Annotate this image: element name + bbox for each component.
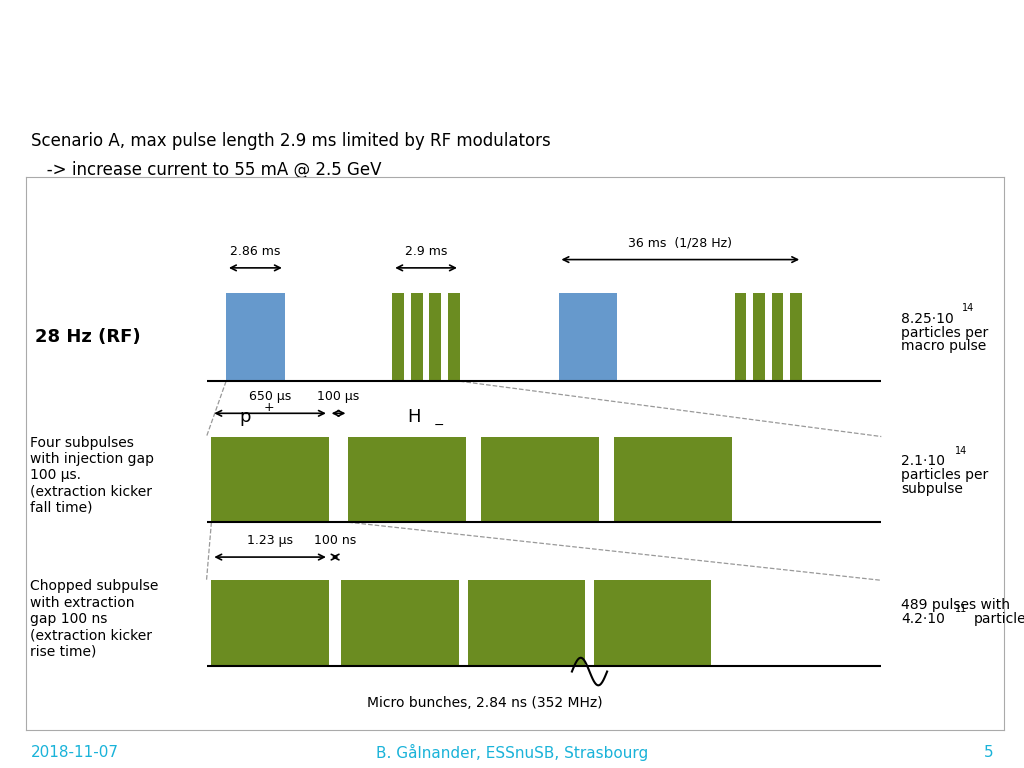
Bar <box>481 436 599 522</box>
Text: 14: 14 <box>962 303 974 313</box>
Bar <box>211 436 329 522</box>
Text: 2.1·10: 2.1·10 <box>901 455 945 468</box>
Bar <box>211 581 329 666</box>
Text: p: p <box>239 408 251 426</box>
Text: 1.23 μs: 1.23 μs <box>247 534 293 547</box>
Text: ess: ess <box>876 50 909 68</box>
Bar <box>341 581 459 666</box>
Text: SOURCE: SOURCE <box>959 78 990 88</box>
Text: 650 μs: 650 μs <box>249 390 291 403</box>
Bar <box>411 293 423 381</box>
Text: Micro bunches, 2.84 ns (352 MHz): Micro bunches, 2.84 ns (352 MHz) <box>368 697 603 710</box>
Text: macro pulse: macro pulse <box>901 339 986 353</box>
Bar <box>348 436 466 522</box>
Bar <box>791 293 802 381</box>
Bar <box>429 293 441 381</box>
Bar <box>558 293 617 381</box>
Text: 8.25·10: 8.25·10 <box>901 312 953 326</box>
Text: 2018-11-07: 2018-11-07 <box>31 745 119 760</box>
Text: particles.: particles. <box>974 612 1024 626</box>
Text: 11: 11 <box>954 604 967 614</box>
Text: subpulse: subpulse <box>901 482 963 496</box>
Text: SPALLATION: SPALLATION <box>959 55 1006 64</box>
Text: 28 Hz (RF): 28 Hz (RF) <box>36 328 141 346</box>
Text: EUROPEAN: EUROPEAN <box>959 31 1001 40</box>
Text: 100 μs: 100 μs <box>317 390 359 403</box>
Bar <box>226 293 285 381</box>
Text: 4.2·10: 4.2·10 <box>901 612 945 626</box>
Text: Scenario A, max pulse length 2.9 ms limited by RF modulators: Scenario A, max pulse length 2.9 ms limi… <box>31 133 551 151</box>
Bar <box>772 293 783 381</box>
Bar <box>449 293 460 381</box>
Text: H: H <box>408 408 421 426</box>
Text: -> increase current to 55 mA @ 2.5 GeV: -> increase current to 55 mA @ 2.5 GeV <box>31 161 381 179</box>
Bar <box>594 581 712 666</box>
Text: particles per: particles per <box>901 326 988 339</box>
Text: −: − <box>434 419 444 432</box>
Text: Four subpulses
with injection gap
100 μs.
(extraction kicker
fall time): Four subpulses with injection gap 100 μs… <box>31 435 155 515</box>
Text: Chopped subpulse
with extraction
gap 100 ns
(extraction kicker
rise time): Chopped subpulse with extraction gap 100… <box>31 580 159 658</box>
Bar <box>754 293 765 381</box>
Bar <box>734 293 746 381</box>
Text: 36 ms  (1/28 Hz): 36 ms (1/28 Hz) <box>629 237 732 250</box>
Text: 489 pulses with: 489 pulses with <box>901 598 1010 612</box>
Text: 5: 5 <box>984 745 993 760</box>
Text: 14: 14 <box>954 445 967 455</box>
Bar <box>468 581 585 666</box>
Text: 2.86 ms: 2.86 ms <box>230 245 281 258</box>
Text: B. Gålnander, ESSnuSB, Strasbourg: B. Gålnander, ESSnuSB, Strasbourg <box>376 744 648 761</box>
Text: 100 ns: 100 ns <box>314 534 356 547</box>
Bar <box>392 293 404 381</box>
Text: +: + <box>263 401 273 414</box>
Text: 2.9 ms: 2.9 ms <box>404 245 447 258</box>
Text: Pulse structure baseline, A and B: Pulse structure baseline, A and B <box>31 38 766 81</box>
Bar <box>614 436 732 522</box>
Text: particles per: particles per <box>901 468 988 482</box>
